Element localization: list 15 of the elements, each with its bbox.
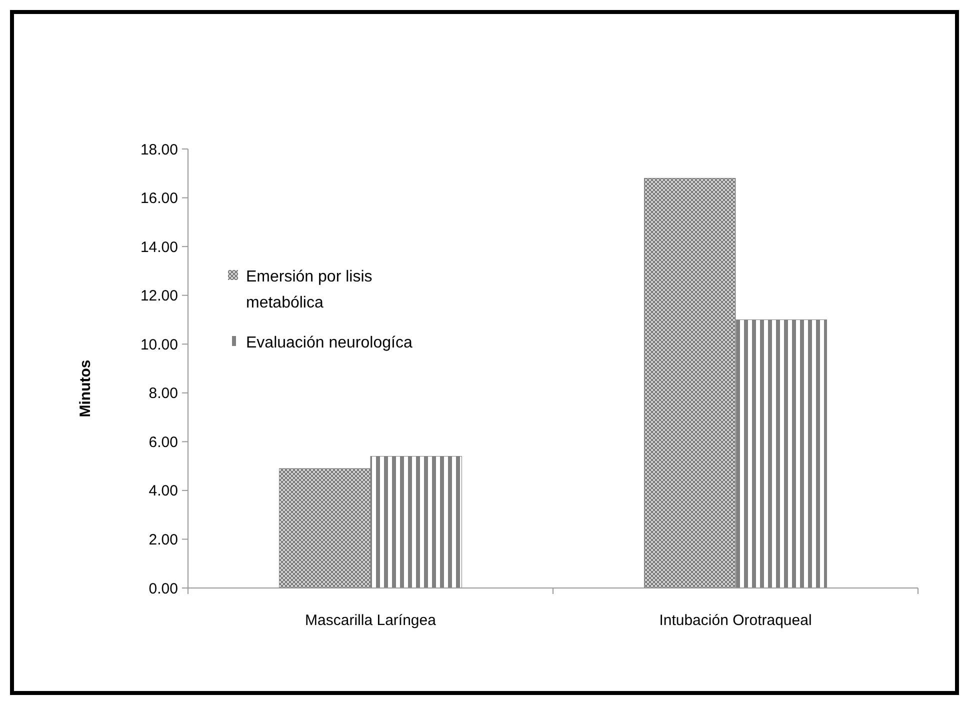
legend-label: Emersión por lisis metabólica xyxy=(246,268,372,312)
y-tick-label: 10.00 xyxy=(140,336,178,354)
y-tick-label: 18.00 xyxy=(140,141,178,158)
legend-label: Evaluación neurologíca xyxy=(246,334,412,352)
y-tick-label: 16.00 xyxy=(140,190,178,208)
y-tick-label: 6.00 xyxy=(148,434,178,451)
y-tick-label: 2.00 xyxy=(148,531,178,548)
y-tick-label: 0.00 xyxy=(148,580,178,598)
x-tick-label: Intubación Orotraqueal xyxy=(659,612,812,629)
y-axis-title: Minutos xyxy=(77,360,94,418)
y-tick-label: 4.00 xyxy=(148,482,178,500)
x-tick-label: Mascarilla Laríngea xyxy=(305,612,437,629)
y-tick-label: 12.00 xyxy=(140,288,178,305)
y-tick-label: 8.00 xyxy=(148,385,178,402)
y-tick-label: 14.00 xyxy=(140,238,178,256)
